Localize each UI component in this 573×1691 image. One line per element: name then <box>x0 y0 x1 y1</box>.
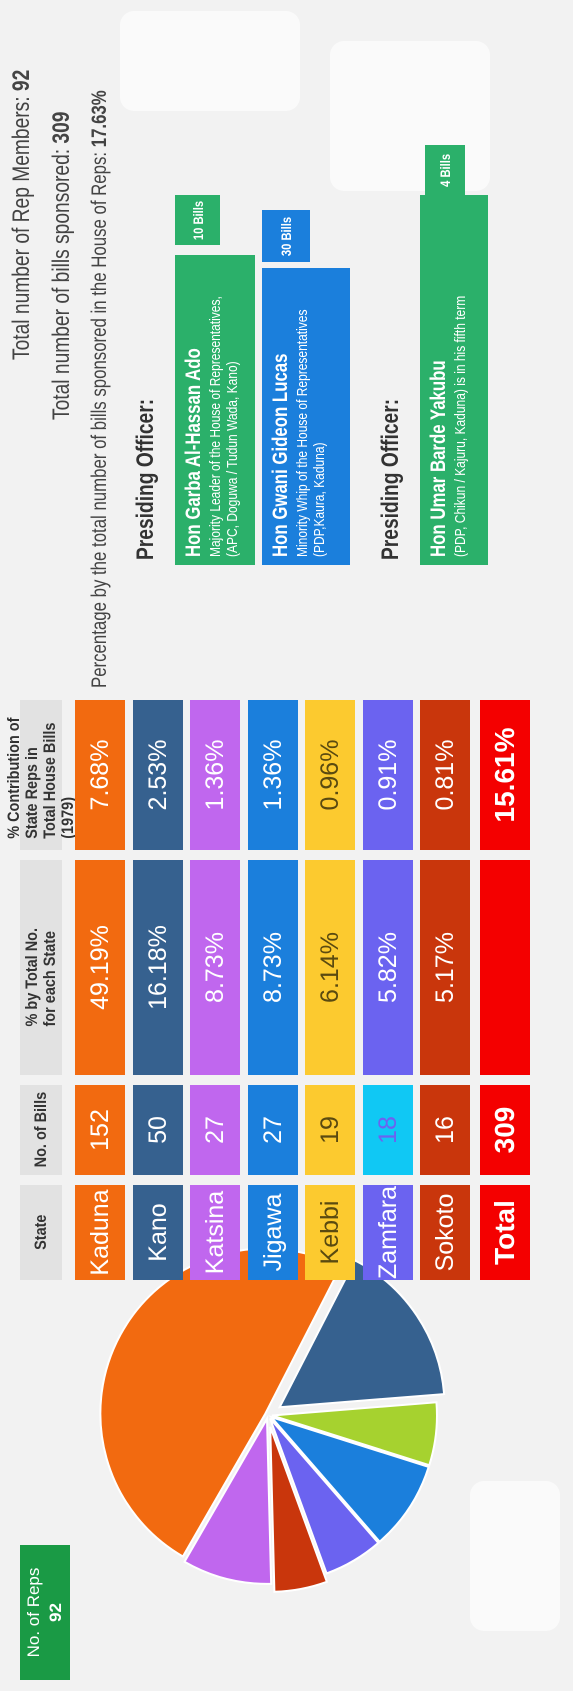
members-label: Total number of Rep Members: <box>8 91 35 360</box>
table-cell: 16.18% <box>133 860 183 1075</box>
table-cell: Jigawa <box>248 1185 298 1280</box>
table-cell: 1.36% <box>248 700 298 850</box>
table-cell: 152 <box>75 1085 125 1175</box>
members-text: Total number of Rep Members: 92 <box>8 70 36 360</box>
officer-detail: (PDP,Kaura, Kaduna) <box>311 442 328 557</box>
officer-detail: Minority Whip of the House of Representa… <box>294 309 311 557</box>
bills-text: Total number of bills sponsored: 309 <box>48 112 76 420</box>
header-text: State <box>31 1214 50 1251</box>
header-cell: % Contribution of State Reps in Total Ho… <box>4 700 77 850</box>
table-cell: Kaduna <box>75 1185 125 1280</box>
officer-detail: (PDP, Chikun / Kajuru, Kaduna) is in his… <box>452 295 469 557</box>
table-cell: Zamfara <box>363 1185 413 1280</box>
badge-text: 30 Bills <box>278 216 294 256</box>
header-text: No. of Bills <box>31 1092 50 1168</box>
officer-name: Hon Garba Al-Hassan Ado <box>182 348 205 557</box>
table-cell: 15.61% <box>480 700 530 850</box>
officer-card: Hon Umar Barde Yakubu (PDP, Chikun / Kaju… <box>420 195 488 565</box>
table-cell: 49.19% <box>75 860 125 1075</box>
pct-value: 17.63% <box>88 90 111 148</box>
header-cell: No. of Bills <box>20 1085 62 1175</box>
header-cell: State <box>20 1185 62 1280</box>
table-cell: 0.81% <box>420 700 470 850</box>
header-cell: % by Total No. for each State <box>20 860 62 1075</box>
table-cell: Kano <box>133 1185 183 1280</box>
pie-slice <box>183 1415 273 1585</box>
table-cell: 309 <box>480 1085 530 1175</box>
table-cell: 6.14% <box>305 860 355 1075</box>
table-cell: 8.73% <box>248 860 298 1075</box>
members-value: 92 <box>8 69 35 92</box>
officer-name: Hon Umar Barde Yakubu <box>427 360 450 557</box>
pie-slice <box>271 1401 438 1467</box>
table-cell: 2.53% <box>133 700 183 850</box>
officer-card: Hon Gwani Gideon Lucas Minority Whip of t… <box>262 268 350 565</box>
bills-value: 309 <box>48 111 75 144</box>
officer-heading: Presiding Officer: <box>377 398 404 560</box>
badge-text: 4 Bills <box>437 153 453 187</box>
bills-badge: 10 Bills <box>175 195 220 245</box>
officer-detail: (APC, Doguwa / Tudun Wada, Kano) <box>224 361 241 557</box>
pie-slice <box>269 1417 380 1575</box>
table-cell: 0.96% <box>305 700 355 850</box>
table-cell: 27 <box>190 1085 240 1175</box>
pct-label: Percentage by the total number of bills … <box>88 147 111 688</box>
table-cell: Katsina <box>190 1185 240 1280</box>
table-cell: 8.73% <box>190 860 240 1075</box>
table-cell: 50 <box>133 1085 183 1175</box>
pie-slice <box>268 1415 430 1544</box>
table-cell: 16 <box>420 1085 470 1175</box>
table-cell: Total <box>480 1185 530 1280</box>
officer-name: Hon Gwani Gideon Lucas <box>269 353 292 557</box>
bills-label: Total number of bills sponsored: <box>48 143 75 420</box>
table-cell: 1.36% <box>190 700 240 850</box>
pct-text: Percentage by the total number of bills … <box>88 90 112 688</box>
table-cell: Sokoto <box>420 1185 470 1280</box>
table-cell: Kebbi <box>305 1185 355 1280</box>
table-cell: 19 <box>305 1085 355 1175</box>
pie-slice <box>269 1426 329 1593</box>
table-cell: 0.91% <box>363 700 413 850</box>
table-cell: 7.68% <box>75 700 125 850</box>
bills-badge: 30 Bills <box>262 210 310 262</box>
pie-chart <box>99 1247 446 1593</box>
badge-text: 10 Bills <box>189 200 206 240</box>
header-text: % by Total No. for each State <box>22 928 59 1027</box>
officer-card: Hon Garba Al-Hassan Ado Majority Leader o… <box>175 255 255 565</box>
header-text: % Contribution of State Reps in Total Ho… <box>4 717 77 839</box>
table-cell: 5.17% <box>420 860 470 1075</box>
bills-badge: 4 Bills <box>425 145 465 195</box>
officer-detail: Majority Leader of the House of Represen… <box>207 296 224 557</box>
table-cell: 18 <box>363 1085 413 1175</box>
table-cell <box>480 860 530 1075</box>
table-cell: 5.82% <box>363 860 413 1075</box>
table-cell: 27 <box>248 1085 298 1175</box>
officer-heading: Presiding Officer: <box>132 398 159 560</box>
